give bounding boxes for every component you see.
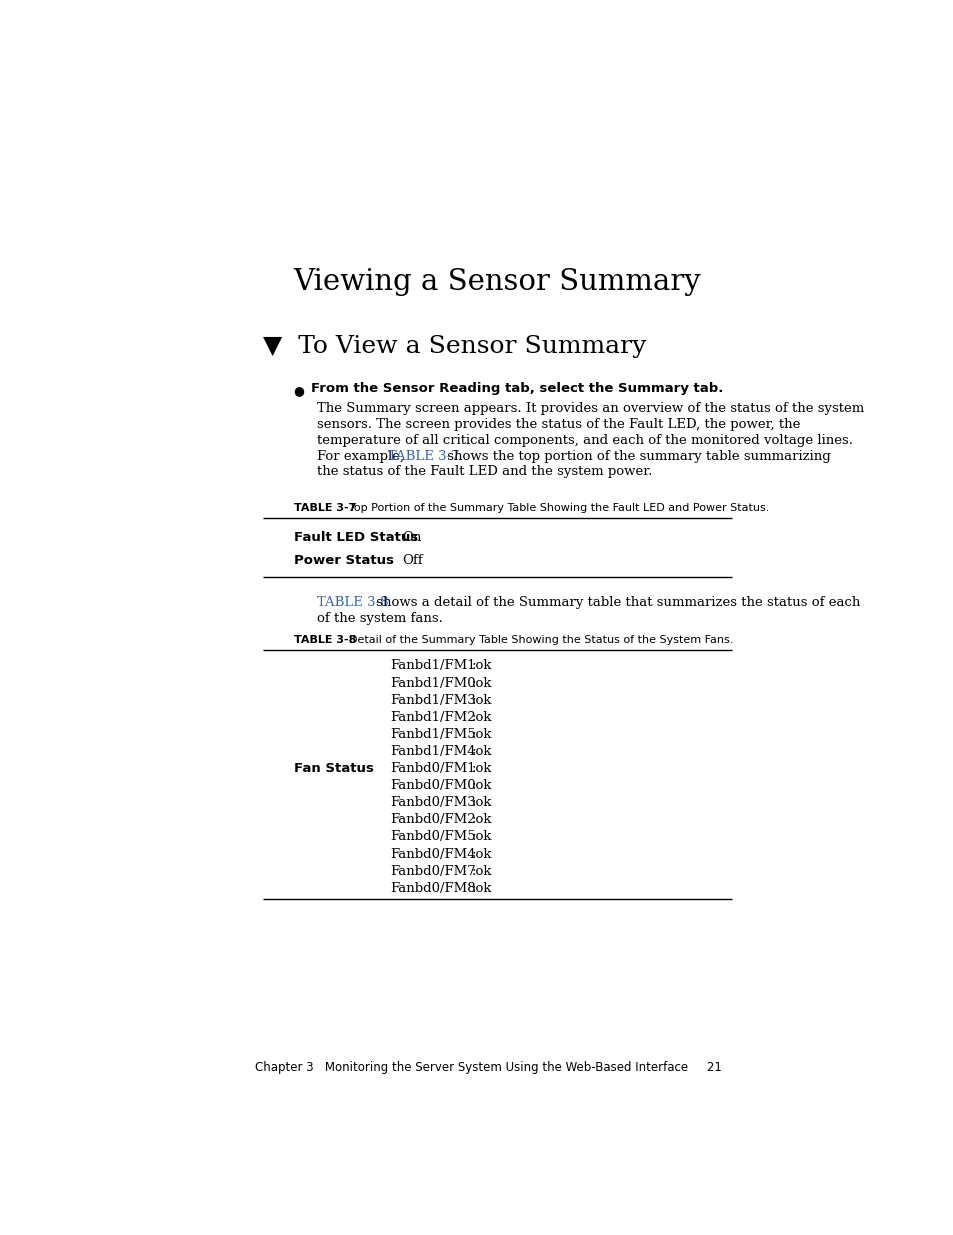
Text: shows the top portion of the summary table summarizing: shows the top portion of the summary tab… bbox=[443, 450, 830, 463]
Text: Fanbd0/FM5: Fanbd0/FM5 bbox=[390, 830, 476, 844]
Text: :ok: :ok bbox=[472, 797, 492, 809]
Text: Fanbd0/FM0: Fanbd0/FM0 bbox=[390, 779, 476, 792]
Text: Fanbd0/FM4: Fanbd0/FM4 bbox=[390, 847, 476, 861]
Text: :ok: :ok bbox=[472, 745, 492, 758]
Text: ▼  To View a Sensor Summary: ▼ To View a Sensor Summary bbox=[262, 335, 645, 358]
Text: Fanbd0/FM1: Fanbd0/FM1 bbox=[390, 762, 476, 776]
Text: Fanbd1/FM1: Fanbd1/FM1 bbox=[390, 659, 476, 673]
Text: :ok: :ok bbox=[472, 727, 492, 741]
Text: :ok: :ok bbox=[472, 694, 492, 706]
Text: :ok: :ok bbox=[472, 864, 492, 878]
Text: Fanbd1/FM4: Fanbd1/FM4 bbox=[390, 745, 476, 758]
Text: temperature of all critical components, and each of the monitored voltage lines.: temperature of all critical components, … bbox=[316, 433, 852, 447]
Text: Chapter 3   Monitoring the Server System Using the Web-Based Interface     21: Chapter 3 Monitoring the Server System U… bbox=[255, 1061, 721, 1073]
Text: Fault LED Status: Fault LED Status bbox=[294, 531, 417, 543]
Text: Fanbd0/FM7: Fanbd0/FM7 bbox=[390, 864, 476, 878]
Text: Fanbd1/FM3: Fanbd1/FM3 bbox=[390, 694, 476, 706]
Text: :ok: :ok bbox=[472, 814, 492, 826]
Text: TABLE 3-8: TABLE 3-8 bbox=[316, 597, 388, 609]
Text: TABLE 3-8: TABLE 3-8 bbox=[294, 635, 355, 645]
Text: The Summary screen appears. It provides an overview of the status of the system: The Summary screen appears. It provides … bbox=[316, 403, 863, 415]
Text: Fanbd0/FM2: Fanbd0/FM2 bbox=[390, 814, 476, 826]
Text: :ok: :ok bbox=[472, 882, 492, 894]
Text: Fanbd0/FM8: Fanbd0/FM8 bbox=[390, 882, 476, 894]
Text: TABLE 3-7: TABLE 3-7 bbox=[294, 503, 355, 513]
Text: For example,: For example, bbox=[316, 450, 408, 463]
Text: Power Status: Power Status bbox=[294, 553, 394, 567]
Text: :ok: :ok bbox=[472, 779, 492, 792]
Text: Fanbd1/FM5: Fanbd1/FM5 bbox=[390, 727, 476, 741]
Text: :ok: :ok bbox=[472, 659, 492, 673]
Text: shows a detail of the Summary table that summarizes the status of each: shows a detail of the Summary table that… bbox=[372, 597, 860, 609]
Text: Viewing a Sensor Summary: Viewing a Sensor Summary bbox=[294, 268, 700, 295]
Text: TABLE 3-7: TABLE 3-7 bbox=[387, 450, 459, 463]
Text: the status of the Fault LED and the system power.: the status of the Fault LED and the syst… bbox=[316, 466, 652, 478]
Text: Detail of the Summary Table Showing the Status of the System Fans.: Detail of the Summary Table Showing the … bbox=[349, 635, 733, 645]
Text: :ok: :ok bbox=[472, 847, 492, 861]
Text: Top Portion of the Summary Table Showing the Fault LED and Power Status.: Top Portion of the Summary Table Showing… bbox=[349, 503, 769, 513]
Text: :ok: :ok bbox=[472, 762, 492, 776]
Text: Fanbd1/FM0: Fanbd1/FM0 bbox=[390, 677, 476, 689]
Text: Fanbd1/FM2: Fanbd1/FM2 bbox=[390, 711, 476, 724]
Text: :ok: :ok bbox=[472, 830, 492, 844]
Text: On: On bbox=[402, 531, 421, 543]
Text: ●: ● bbox=[294, 384, 304, 396]
Text: of the system fans.: of the system fans. bbox=[316, 611, 442, 625]
Text: sensors. The screen provides the status of the Fault LED, the power, the: sensors. The screen provides the status … bbox=[316, 419, 800, 431]
Text: From the Sensor Reading tab, select the Summary tab.: From the Sensor Reading tab, select the … bbox=[311, 383, 722, 395]
Text: Fan Status: Fan Status bbox=[294, 762, 374, 776]
Text: Fanbd0/FM3: Fanbd0/FM3 bbox=[390, 797, 476, 809]
Text: :ok: :ok bbox=[472, 711, 492, 724]
Text: Off: Off bbox=[402, 553, 422, 567]
Text: :ok: :ok bbox=[472, 677, 492, 689]
